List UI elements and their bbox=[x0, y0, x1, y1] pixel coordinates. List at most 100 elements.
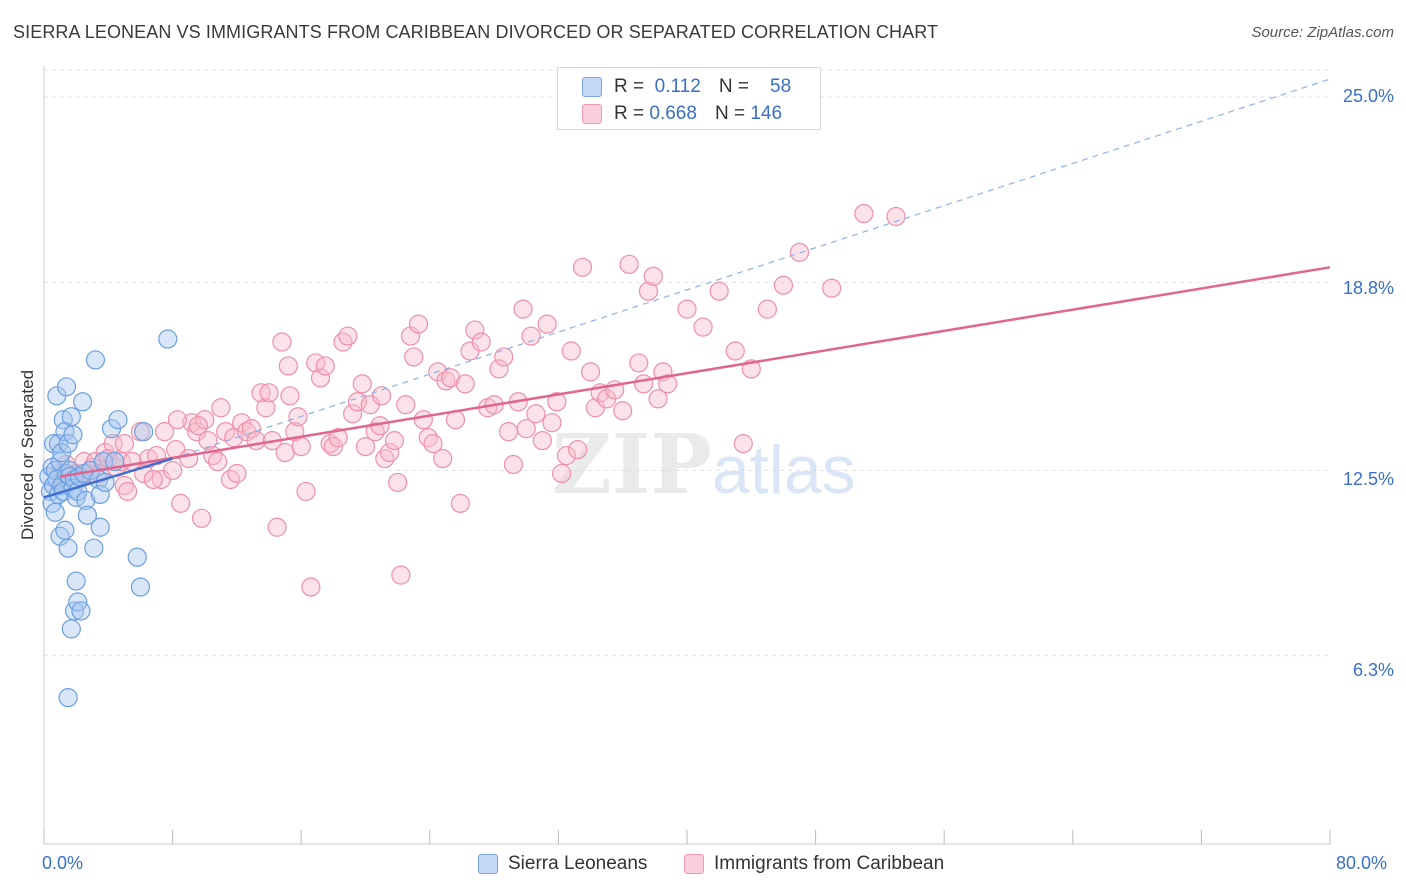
trend-lines bbox=[43, 78, 1331, 499]
sierra-leonean-point bbox=[77, 505, 98, 525]
caribbean-point bbox=[471, 332, 491, 352]
r-value: 0.112 bbox=[654, 76, 701, 97]
caribbean-point bbox=[633, 374, 654, 394]
caribbean-point bbox=[572, 257, 593, 277]
caribbean-point bbox=[371, 386, 392, 406]
sierra-leonean-point bbox=[127, 547, 147, 567]
r-label: R = bbox=[614, 103, 645, 124]
sierra-leonean-point bbox=[72, 392, 93, 412]
legend-label: Immigrants from Caribbean bbox=[714, 853, 945, 874]
caribbean-point bbox=[241, 419, 261, 439]
watermark: ZIP atlas bbox=[552, 417, 856, 513]
caribbean-point bbox=[188, 416, 208, 436]
caribbean-point bbox=[725, 341, 745, 361]
caribbean-point bbox=[114, 475, 134, 496]
sierra-leonean-point bbox=[63, 425, 83, 445]
legend-swatch-blue bbox=[582, 77, 602, 97]
caribbean-point bbox=[643, 266, 663, 286]
caribbean-point bbox=[301, 577, 321, 597]
caribbean-point bbox=[561, 341, 581, 361]
caribbean-point bbox=[114, 434, 134, 454]
caribbean-point bbox=[423, 434, 443, 454]
caribbean-point bbox=[516, 419, 536, 439]
caribbean-point bbox=[542, 413, 562, 433]
sierra-leonean-point bbox=[85, 350, 106, 370]
caribbean-point bbox=[391, 565, 411, 585]
legend-swatch-pink bbox=[582, 104, 602, 124]
caribbean-point bbox=[296, 481, 316, 502]
caribbean-point bbox=[343, 404, 363, 424]
n-label: N = bbox=[714, 103, 746, 124]
y-tick-label: 18.8% bbox=[1342, 278, 1394, 298]
caribbean-point bbox=[227, 463, 247, 484]
caribbean-point bbox=[433, 448, 453, 469]
caribbean-point bbox=[211, 398, 231, 418]
caribbean-point bbox=[552, 463, 572, 484]
source-credit: Source: ZipAtlas.com bbox=[1251, 24, 1394, 41]
y-tick-label: 6.3% bbox=[1352, 660, 1394, 680]
caribbean-point bbox=[384, 431, 405, 451]
sierra-leonean-point bbox=[61, 407, 81, 427]
sierra-leonean-point bbox=[90, 484, 110, 505]
r-label: R = bbox=[614, 76, 645, 97]
caribbean-points bbox=[50, 203, 906, 597]
chart-title: SIERRA LEONEAN VS IMMIGRANTS FROM CARIBB… bbox=[13, 22, 939, 42]
caribbean-point bbox=[154, 422, 175, 442]
caribbean-point bbox=[773, 275, 794, 295]
caribbean-point bbox=[498, 422, 519, 442]
sierra-leonean-trend-line bbox=[43, 457, 173, 499]
caribbean-point bbox=[619, 254, 639, 274]
sierra-leonean-point bbox=[58, 538, 78, 558]
caribbean-point bbox=[396, 395, 416, 415]
caribbean-point bbox=[291, 436, 311, 457]
sierra-leonean-point bbox=[55, 520, 75, 540]
caribbean-point bbox=[275, 442, 295, 463]
caribbean-point bbox=[580, 362, 601, 382]
y-tick-label: 25.0% bbox=[1342, 86, 1394, 106]
caribbean-point bbox=[465, 320, 485, 340]
axes bbox=[43, 66, 1331, 845]
caribbean-point bbox=[450, 493, 470, 513]
legend-label: Sierra Leoneans bbox=[508, 853, 648, 874]
caribbean-point bbox=[693, 317, 713, 337]
caribbean-point bbox=[191, 508, 212, 528]
sierra-leonean-point bbox=[71, 601, 91, 621]
caribbean-point bbox=[789, 242, 810, 262]
caribbean-point bbox=[198, 431, 218, 451]
sierra-leonean-point bbox=[58, 687, 78, 708]
caribbean-point bbox=[355, 436, 376, 457]
x-max-label: 80.0% bbox=[1336, 853, 1388, 873]
caribbean-point bbox=[441, 368, 461, 388]
caribbean-point bbox=[167, 410, 188, 430]
caribbean-point bbox=[408, 314, 429, 334]
caribbean-point bbox=[733, 434, 753, 454]
r-value: 0.668 bbox=[649, 103, 697, 124]
caribbean-point bbox=[568, 439, 588, 460]
caribbean-point bbox=[532, 431, 552, 451]
legend-swatch-blue bbox=[478, 854, 498, 874]
caribbean-point bbox=[259, 383, 279, 403]
caribbean-point bbox=[171, 493, 191, 513]
sierra-leonean-point bbox=[66, 571, 86, 591]
caribbean-point bbox=[455, 374, 475, 394]
caribbean-point bbox=[822, 278, 842, 298]
caribbean-point bbox=[323, 436, 343, 457]
caribbean-point bbox=[757, 299, 777, 319]
stats-legend: R = 0.112 N = 58 R = 0.668 N = 146 bbox=[557, 67, 821, 130]
caribbean-point bbox=[537, 314, 557, 334]
stats-row-sierra-leoneans: R = 0.112 N = 58 bbox=[582, 75, 791, 99]
caribbean-point bbox=[267, 517, 287, 537]
caribbean-point bbox=[278, 356, 298, 376]
caribbean-point bbox=[709, 281, 729, 301]
caribbean-point bbox=[232, 413, 252, 433]
sierra-leonean-point bbox=[76, 490, 96, 510]
caribbean-point bbox=[163, 460, 183, 481]
caribbean-point bbox=[513, 299, 533, 319]
stats-row-caribbean: R = 0.668 N = 146 bbox=[582, 102, 782, 126]
caribbean-point bbox=[556, 445, 577, 466]
sierra-leonean-point bbox=[90, 517, 110, 537]
caribbean-point bbox=[489, 359, 509, 379]
sierra-leonean-point bbox=[84, 538, 104, 558]
legend-item-sierra-leoneans: Sierra Leoneans bbox=[478, 852, 647, 876]
